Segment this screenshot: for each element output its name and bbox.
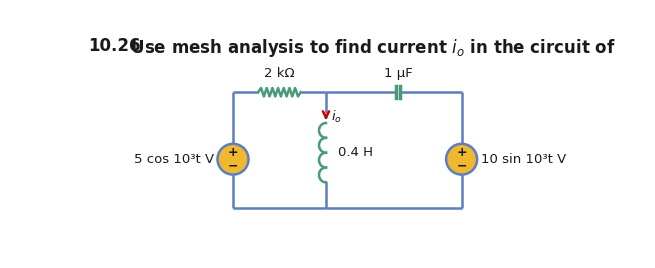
Text: $i_o$: $i_o$ [331,109,343,125]
Text: 2 kΩ: 2 kΩ [264,67,295,80]
Text: 5 cos 10³t V: 5 cos 10³t V [134,153,214,166]
Text: −: − [228,159,238,172]
Circle shape [446,144,477,175]
Text: 1 μF: 1 μF [384,67,413,80]
Text: −: − [457,159,467,172]
Text: Use mesh analysis to find current $i_o$ in the circuit of: Use mesh analysis to find current $i_o$ … [119,37,616,59]
Circle shape [217,144,248,175]
Text: 0.4 H: 0.4 H [337,146,373,159]
Text: 10.26: 10.26 [88,37,141,55]
Text: +: + [457,146,467,159]
Text: 10 sin 10³t V: 10 sin 10³t V [481,153,567,166]
Text: +: + [228,146,238,159]
